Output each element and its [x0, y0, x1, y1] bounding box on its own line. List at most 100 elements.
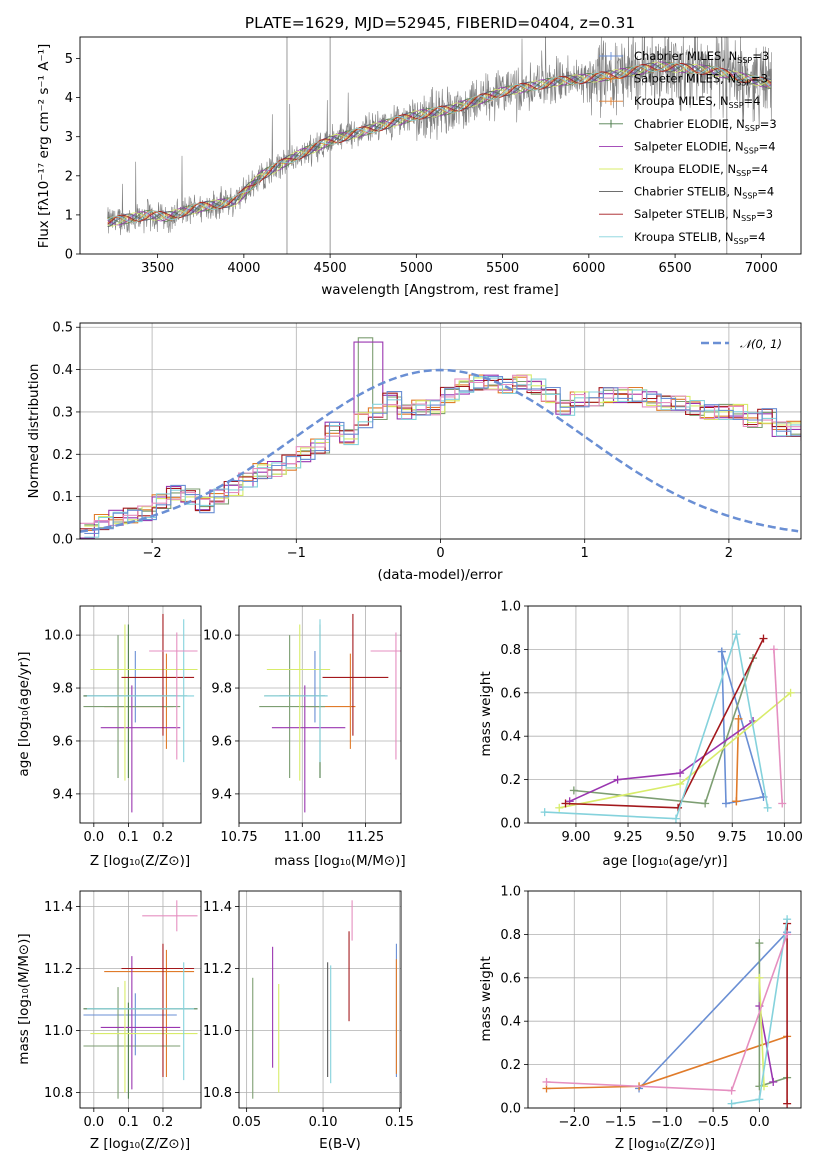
y-tick-label: 4 [65, 91, 73, 106]
legend-nssp: =3 [751, 72, 768, 86]
weight-vs-metallicity-panel: Z [log₁₀(Z/Z⊙)] mass weight −2.0 −1.5 −1.0… [478, 885, 802, 1152]
y-tick-label: 11.2 [44, 962, 73, 977]
legend-label: Salpeter STELIB, NSSP=3 [634, 207, 773, 223]
spectrum-xlabel: wavelength [Angstrom, rest frame] [321, 282, 559, 298]
legend-label: Kroupa STELIB, NSSP=4 [634, 230, 765, 246]
hist-step-6 [80, 374, 801, 526]
hist-step-7 [84, 375, 801, 534]
y-tick-label: 9.6 [211, 734, 232, 749]
y-tick-label: 11.4 [203, 900, 232, 915]
x-tick-label: 3500 [141, 261, 174, 276]
legend-nssp: =3 [752, 49, 769, 63]
y-tick-label: 1.0 [500, 600, 521, 615]
axes-frame [79, 322, 802, 540]
axes-frame [527, 605, 802, 824]
legend-nssp: =3 [756, 207, 773, 221]
plot-area [259, 613, 401, 813]
hist-legend: 𝒩(0, 1) [701, 337, 782, 351]
mZ-xlabel: Z [log₁₀(Z/Z⊙)] [90, 1136, 190, 1152]
legend-label: Kroupa MILES, NSSP=4 [634, 94, 760, 110]
legend-label: Salpeter MILES, NSSP=3 [634, 72, 768, 88]
x-tick-label: 9.75 [718, 830, 747, 845]
y-tick-label: 0.4 [500, 730, 521, 745]
legend-sub: SSP [742, 192, 757, 201]
weight-series-6 [544, 633, 769, 820]
axes-frame [79, 605, 202, 824]
y-tick-label: 0.6 [500, 686, 521, 701]
y-tick-label: 0.8 [500, 643, 521, 658]
y-tick-label: 11.2 [203, 962, 232, 977]
x-tick-label: 10.00 [766, 830, 803, 845]
spectrum-title: PLATE=1629, MJD=52945, FIBERID=0404, z=0… [245, 14, 635, 32]
x-tick-label: 1 [581, 546, 589, 561]
legend-sub: SSP [729, 101, 744, 110]
axes-frame [79, 890, 202, 1109]
model-spectrum-8 [107, 62, 772, 223]
legend-label: Chabrier ELODIE, NSSP=3 [634, 117, 777, 133]
axes-frame [238, 890, 402, 1109]
x-tick-label: 0.0 [83, 1115, 104, 1130]
y-tick-label: 11.0 [203, 1024, 232, 1039]
y-tick-label: 10.0 [44, 629, 73, 644]
x-tick-label: 0.1 [118, 830, 139, 845]
spectrum-ylabel: Flux [fλ10⁻¹⁷ erg cm⁻² s⁻¹ A⁻¹] [36, 44, 52, 249]
legend-nssp: =4 [749, 230, 766, 244]
x-tick-label: 2 [725, 546, 733, 561]
model-spectrum-5 [107, 61, 772, 227]
normal-curve [80, 368, 799, 533]
weight-series-7 [773, 649, 783, 804]
x-tick-label: −1 [287, 546, 306, 561]
x-tick-label: −0.5 [697, 1115, 729, 1130]
y-tick-label: 9.4 [52, 787, 73, 802]
hist-step-0 [80, 374, 801, 532]
y-tick-label: 1 [65, 208, 73, 223]
legend-nssp: =4 [744, 94, 761, 108]
x-tick-label: 0 [436, 546, 444, 561]
legend-sub: SSP [741, 214, 756, 223]
y-tick-label: 0.4 [52, 363, 73, 378]
x-tick-label: 11.25 [347, 830, 384, 845]
x-tick-label: 7000 [745, 261, 778, 276]
x-tick-label: −2 [143, 546, 162, 561]
weight-series-5 [565, 638, 765, 809]
y-tick-label: 0.3 [52, 405, 73, 420]
hist-step-5 [84, 376, 801, 538]
hist-ylabel: Normed distribution [26, 364, 42, 499]
axes-frame [79, 36, 802, 255]
ageM-xlabel: mass [log₁₀(M/M⊙)] [274, 853, 405, 869]
x-tick-label: 0.2 [153, 830, 174, 845]
mE-xlabel: E(B-V) [319, 1136, 361, 1152]
y-tick-label: 0.1 [52, 490, 73, 505]
y-tick-label: 0.0 [500, 1102, 521, 1117]
y-tick-label: 11.4 [44, 900, 73, 915]
y-tick-label: 0.6 [500, 971, 521, 986]
legend-nssp: =4 [757, 185, 774, 199]
plot-area [542, 915, 792, 1108]
plot-area [83, 613, 198, 813]
mZ-ylabel: mass [log₁₀(M/M⊙)] [16, 933, 32, 1064]
y-tick-label: 10.8 [44, 1086, 73, 1101]
hist-step-3 [84, 374, 801, 527]
x-tick-label: 9.25 [614, 830, 643, 845]
hist-step-1 [84, 337, 801, 529]
wAge-ylabel: mass weight [478, 671, 494, 756]
plot-area [252, 900, 397, 1099]
x-tick-label: 6500 [659, 261, 692, 276]
weight-series-0 [721, 651, 765, 805]
ageZ-xlabel: Z [log₁₀(Z/Z⊙)] [90, 853, 190, 869]
y-tick-label: 0 [65, 248, 73, 263]
axes-frame [238, 605, 402, 824]
legend-label: 𝒩(0, 1) [740, 337, 782, 351]
y-tick-label: 0.2 [52, 448, 73, 463]
x-tick-label: −2.0 [558, 1115, 590, 1130]
y-tick-label: 9.6 [52, 734, 73, 749]
weight-series-0 [638, 931, 788, 1090]
axes-frame [527, 890, 802, 1109]
legend-sub: SSP [736, 79, 751, 88]
y-tick-label: 0.2 [500, 773, 521, 788]
y-tick-label: 0.4 [500, 1015, 521, 1030]
weight-vs-age-panel: age [log₁₀(age/yr)] mass weight 9.00 9.25… [478, 600, 803, 870]
y-tick-label: 1.0 [500, 885, 521, 900]
x-tick-label: 4500 [314, 261, 347, 276]
